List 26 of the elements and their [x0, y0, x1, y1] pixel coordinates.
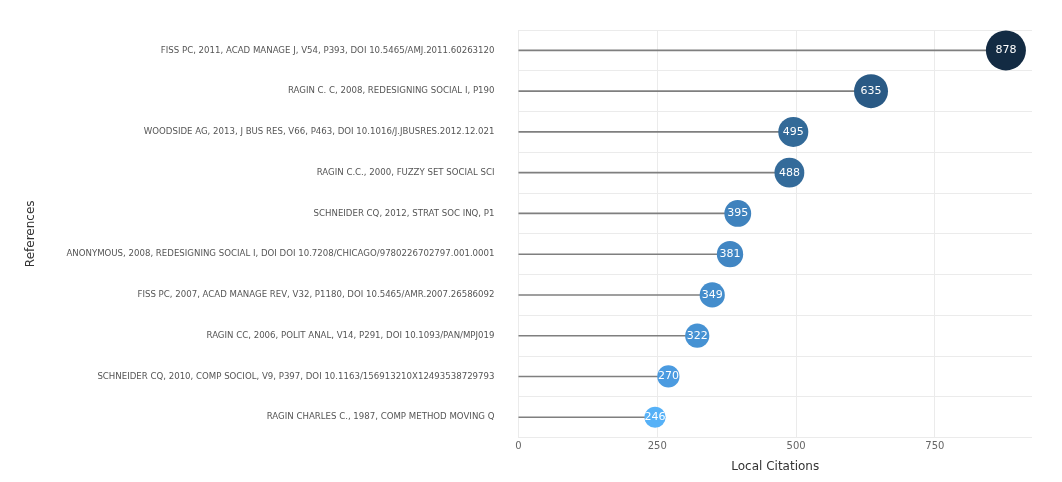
y-axis-title: References	[23, 200, 38, 268]
data-label: 270	[657, 369, 679, 383]
x-axis-title: Local Citations	[731, 458, 820, 473]
data-label: 878	[995, 43, 1017, 57]
data-label: 488	[778, 165, 800, 179]
y-tick-label: RAGIN CC, 2006, POLIT ANAL, V14, P291, DOI 10.1093/PAN/MPJ019	[206, 329, 495, 340]
data-label: 395	[727, 206, 749, 220]
x-tick-label: 750	[925, 440, 945, 452]
data-label: 635	[860, 84, 882, 97]
y-tick-label: RAGIN C. C, 2008, REDESIGNING SOCIAL I, P190	[287, 85, 495, 96]
y-tick-label: ANONYMOUS, 2008, REDESIGNING SOCIAL I, DOI DOI 10.7208/CHICAGO/9780226702797.001.0001	[66, 248, 495, 259]
data-label: 381	[719, 247, 741, 261]
x-tick-label: 250	[647, 440, 667, 452]
y-tick-label: RAGIN C.C., 2000, FUZZY SET SOCIAL SCI	[316, 166, 495, 177]
y-tick-label: SCHNEIDER CQ, 2012, STRAT SOC INQ, P1	[313, 207, 495, 218]
x-tick-label: 0	[515, 440, 522, 452]
y-tick-label: WOODSIDE AG, 2013, J BUS RES, V66, P463, DOI 10.1016/J.JBUSRES.2012.12.021	[143, 126, 495, 137]
data-label: 349	[701, 287, 723, 301]
y-tick-label: FISS PC, 2007, ACAD MANAGE REV, V32, P1180, DOI 10.5465/AMR.2007.26586092	[137, 289, 495, 300]
y-tick-label: FISS PC, 2011, ACAD MANAGE J, V54, P393, DOI 10.5465/AMJ.2011.60263120	[160, 44, 495, 55]
data-label: 322	[686, 328, 708, 342]
y-tick-label: RAGIN CHARLES C., 1987, COMP METHOD MOVING Q	[266, 411, 495, 422]
data-label: 246	[644, 410, 666, 424]
y-tick-label: SCHNEIDER CQ, 2010, COMP SOCIOL, V9, P397, DOI 10.1163/156913210X12493538729793	[97, 370, 495, 381]
x-tick-label: 500	[786, 440, 806, 452]
data-label: 495	[782, 124, 804, 138]
